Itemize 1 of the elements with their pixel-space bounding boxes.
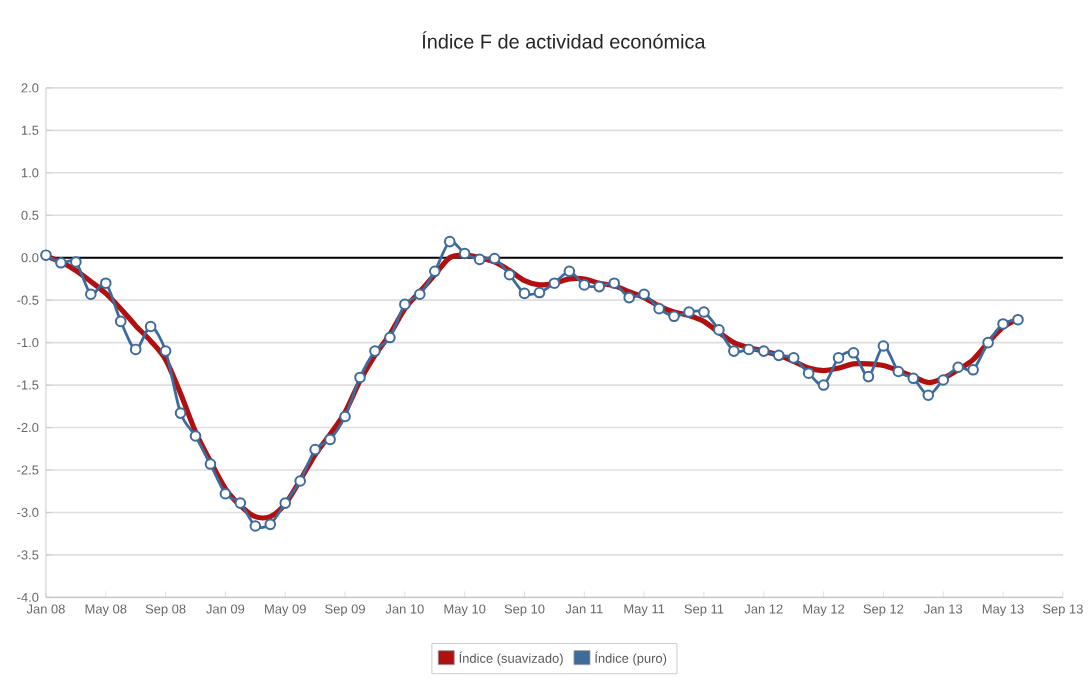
chart-title: Índice F de actividad económica <box>422 31 706 50</box>
